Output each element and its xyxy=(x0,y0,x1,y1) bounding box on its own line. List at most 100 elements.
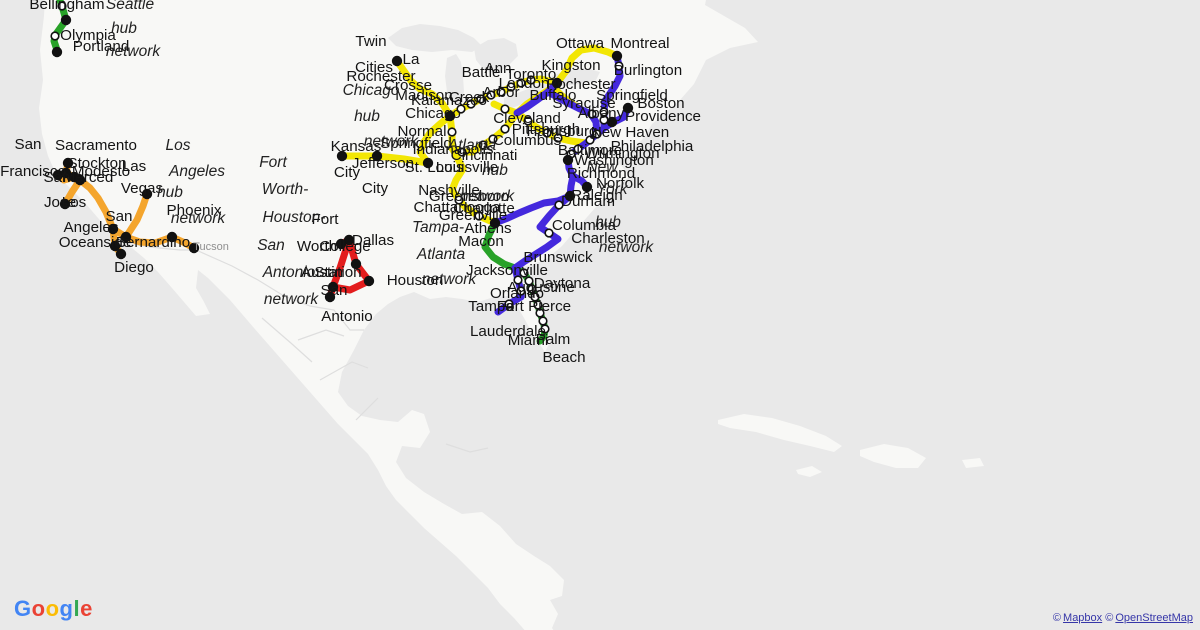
city-dot xyxy=(335,238,347,250)
city-label-oceanside: Oceanside xyxy=(59,234,132,251)
network-label-new-york-hub: network xyxy=(599,239,655,256)
google-logo-letter: o xyxy=(31,596,46,621)
city-label-springfield-ma: Springfield xyxy=(596,87,668,104)
station-marker xyxy=(454,195,464,205)
city-label-daytona: Daytona xyxy=(534,275,591,292)
city-label-austin: Austin xyxy=(301,264,343,281)
city-label-battle-creek: Battle xyxy=(462,64,501,81)
city-label-richmond: Richmond xyxy=(567,165,635,182)
city-label-san-antonio: San xyxy=(320,282,347,299)
station-marker xyxy=(573,144,583,154)
mapbox-link[interactable]: Mapbox xyxy=(1063,612,1103,624)
city-label-montreal: Montreal xyxy=(610,35,669,52)
network-label-tampa-atlanta: Tampa- xyxy=(412,219,464,236)
network-label-chicago-hub: network xyxy=(364,133,420,150)
city-label-st-augustine: Augustine xyxy=(507,279,575,296)
city-label-dallas: Dallas xyxy=(352,232,395,249)
city-dot xyxy=(60,167,72,179)
city-label-san-diego: Diego xyxy=(114,259,154,276)
city-dot xyxy=(74,174,86,186)
route-tampa-atlanta xyxy=(481,219,519,272)
city-label-wilmington: Wilmington xyxy=(584,145,659,162)
city-label-philadelphia: Philadelphia xyxy=(611,138,694,155)
city-dot xyxy=(327,281,339,293)
landmass xyxy=(796,466,822,477)
station-marker xyxy=(57,1,67,11)
city-dot xyxy=(564,190,576,202)
city-label-la-crosse: Crosse xyxy=(384,77,432,94)
route-chicago-hub xyxy=(416,112,454,167)
network-label-seattle-hub: hub xyxy=(111,20,137,37)
network-label-los-angeles-hub: network xyxy=(171,210,227,227)
city-dot xyxy=(52,169,64,181)
city-dot xyxy=(422,157,434,169)
station-marker xyxy=(504,299,514,309)
google-logo-letter: l xyxy=(73,596,81,621)
network-label-atlanta-hub: Atlanta xyxy=(447,137,497,154)
city-dot xyxy=(115,248,127,260)
city-dot xyxy=(109,240,121,252)
city-label-harrisburg: Harrisburg xyxy=(527,123,598,140)
google-logo[interactable]: Google xyxy=(14,596,93,622)
network-label-atlanta-hub: hub xyxy=(482,162,508,179)
network-label-tampa-atlanta: network xyxy=(422,271,478,288)
city-label-san-bernardino: Bernardino xyxy=(116,234,190,251)
city-dot xyxy=(324,291,336,303)
station-marker xyxy=(500,104,510,114)
network-label-texas-triangle: Fort xyxy=(259,154,287,171)
city-label-raleigh: Raleigh xyxy=(571,187,623,204)
network-label-los-angeles-hub: Los xyxy=(166,137,191,154)
station-marker xyxy=(540,324,550,334)
city-label-indianapolis: Indianapolis xyxy=(412,141,493,158)
city-label-rochester-mn: Rochester xyxy=(346,68,415,85)
city-dot xyxy=(343,234,355,246)
lake xyxy=(445,54,464,104)
city-label-normal: Normal xyxy=(398,123,447,140)
network-label-new-york-hub: hub xyxy=(595,214,621,231)
city-label-kansas-city: City xyxy=(334,164,361,181)
station-marker xyxy=(526,75,536,85)
map-attribution: © Mapbox © OpenStreetMap xyxy=(1053,612,1193,624)
city-dot xyxy=(489,217,501,229)
city-label-providence: Providence xyxy=(625,108,701,125)
station-marker xyxy=(585,135,595,145)
osm-link[interactable]: OpenStreetMap xyxy=(1115,612,1193,624)
city-label-st-louis: St. Louis xyxy=(404,159,464,176)
city-label-jacksonville: Jacksonville xyxy=(466,262,548,279)
google-logo-letter: G xyxy=(14,596,32,621)
station-marker xyxy=(466,99,476,109)
city-dot xyxy=(59,198,71,210)
city-label-durham: Durham xyxy=(561,193,615,210)
basemap-label: Tucson xyxy=(193,241,229,253)
landmass xyxy=(860,444,926,468)
city-label-norfolk: Norfolk xyxy=(596,175,645,192)
city-label-san-jose: Jose xyxy=(44,194,76,211)
city-label-cleveland: Cleveland xyxy=(493,110,561,127)
route-new-york-hub xyxy=(511,192,574,272)
city-label-phoenix: Phoenix xyxy=(167,202,222,219)
network-label-new-york-hub: New xyxy=(586,159,619,176)
city-dot xyxy=(120,231,132,243)
city-label-macon: Macon xyxy=(458,233,504,250)
city-label-washington: Washington xyxy=(574,152,654,169)
city-dot xyxy=(551,77,563,89)
route-texas-triangle xyxy=(326,236,353,301)
network-label-tampa-atlanta: Atlanta xyxy=(416,246,466,263)
network-label-chicago-hub: hub xyxy=(354,108,380,125)
city-label-college-station: Station xyxy=(314,264,361,281)
city-label-charlotte: Charlotte xyxy=(453,200,515,217)
admin-border xyxy=(355,397,379,421)
city-label-stockton: Stockton xyxy=(67,155,126,172)
lake xyxy=(504,82,556,108)
station-marker xyxy=(544,228,554,238)
city-label-madison: Madison xyxy=(395,87,452,104)
network-label-texas-triangle: Antonio xyxy=(262,264,316,281)
landmass xyxy=(962,458,984,468)
station-marker xyxy=(506,82,516,92)
route-los-angeles-hub xyxy=(122,233,198,252)
city-label-twin-cities: Cities xyxy=(355,59,393,76)
city-label-miami: Miami xyxy=(508,332,549,349)
city-dot xyxy=(141,188,153,200)
city-label-san-francisco: San xyxy=(14,136,41,153)
city-dot xyxy=(188,242,200,254)
